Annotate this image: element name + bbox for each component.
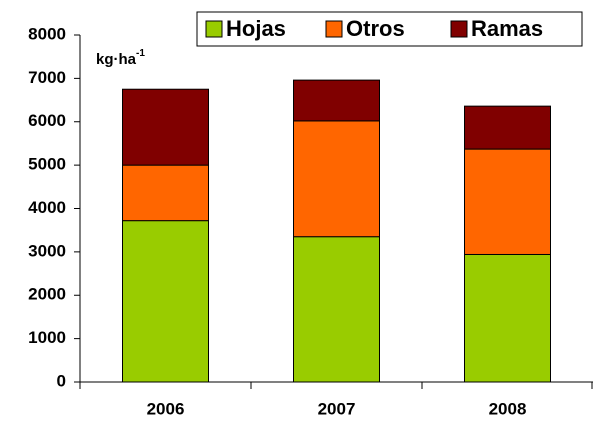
- y-tick-label: 8000: [28, 24, 66, 43]
- bar-segment: [293, 236, 380, 383]
- x-tick-label: 2007: [318, 399, 356, 418]
- legend-swatch: [205, 20, 223, 38]
- bar-segment: [293, 120, 380, 238]
- legend-label: Hojas: [226, 16, 286, 41]
- legend-label: Otros: [346, 16, 405, 41]
- y-tick-label: 2000: [28, 285, 66, 304]
- bar-segment: [293, 79, 380, 122]
- bar-segment: [122, 164, 209, 222]
- bar-segment: [464, 253, 551, 383]
- x-tick-label: 2008: [489, 399, 527, 418]
- bar-segment: [464, 148, 551, 255]
- unit-label: kg·ha-1: [96, 48, 145, 68]
- unit-base: kg·ha: [96, 51, 137, 68]
- legend-swatch: [325, 20, 343, 38]
- y-tick-label: 1000: [28, 328, 66, 347]
- y-tick-label: 4000: [28, 198, 66, 217]
- legend-swatch: [450, 20, 468, 38]
- bar-segment: [122, 88, 209, 166]
- y-tick-label: 3000: [28, 241, 66, 260]
- legend-label: Ramas: [471, 16, 543, 41]
- y-tick-label: 6000: [28, 111, 66, 130]
- y-tick-label: 0: [57, 371, 66, 390]
- x-tick-label: 2006: [147, 399, 185, 418]
- bar-segment: [464, 105, 551, 150]
- y-tick-label: 7000: [28, 68, 66, 87]
- bar-segment: [122, 220, 209, 383]
- legend: Hojas Otros Ramas: [196, 11, 583, 47]
- legend-box: [196, 11, 583, 47]
- unit-exponent: -1: [136, 48, 145, 59]
- y-tick-label: 5000: [28, 155, 66, 174]
